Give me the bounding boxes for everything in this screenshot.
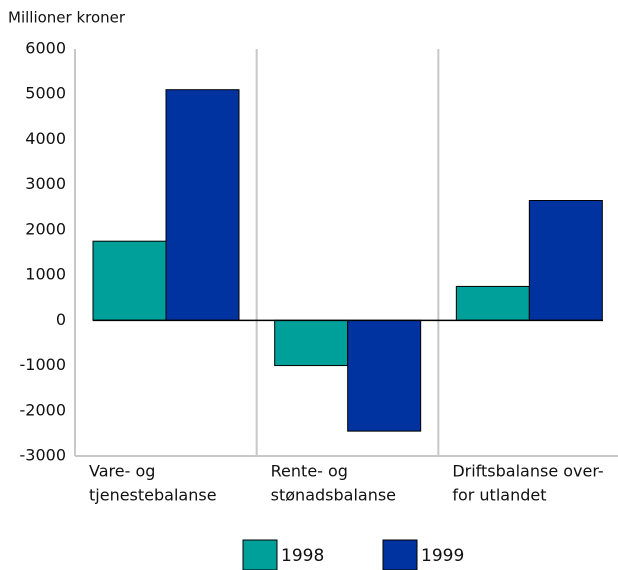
x-tick-label: Vare- og bbox=[89, 462, 155, 481]
x-tick-label: tjenestebalanse bbox=[89, 486, 217, 505]
y-tick-label: 5000 bbox=[25, 84, 66, 103]
y-tick-label: -2000 bbox=[20, 400, 67, 419]
y-tick-label: -1000 bbox=[20, 355, 67, 374]
x-tick-label: Rente- og bbox=[271, 462, 348, 481]
bar bbox=[92, 240, 167, 321]
legend-label: 1998 bbox=[281, 546, 324, 566]
y-tick-label: 6000 bbox=[25, 39, 66, 58]
y-tick-label: 2000 bbox=[25, 219, 66, 238]
y-tick-label: -3000 bbox=[20, 446, 67, 465]
y-axis-label: Millioner kroner bbox=[8, 9, 126, 27]
legend-swatch bbox=[242, 539, 278, 570]
y-tick-label: 1000 bbox=[25, 265, 66, 284]
bar bbox=[528, 199, 603, 321]
bar bbox=[165, 89, 240, 321]
x-tick-label: Driftsbalanse over- bbox=[452, 462, 603, 481]
legend-swatch bbox=[382, 539, 418, 570]
x-tick-label: for utlandet bbox=[452, 486, 546, 505]
bar bbox=[455, 285, 530, 321]
x-tick-label: stønadsbalanse bbox=[271, 486, 396, 505]
bar bbox=[274, 319, 349, 367]
legend-label: 1999 bbox=[421, 546, 464, 566]
bar bbox=[347, 319, 422, 432]
y-tick-label: 0 bbox=[56, 310, 66, 329]
y-tick-label: 3000 bbox=[25, 174, 66, 193]
y-tick-label: 4000 bbox=[25, 129, 66, 148]
